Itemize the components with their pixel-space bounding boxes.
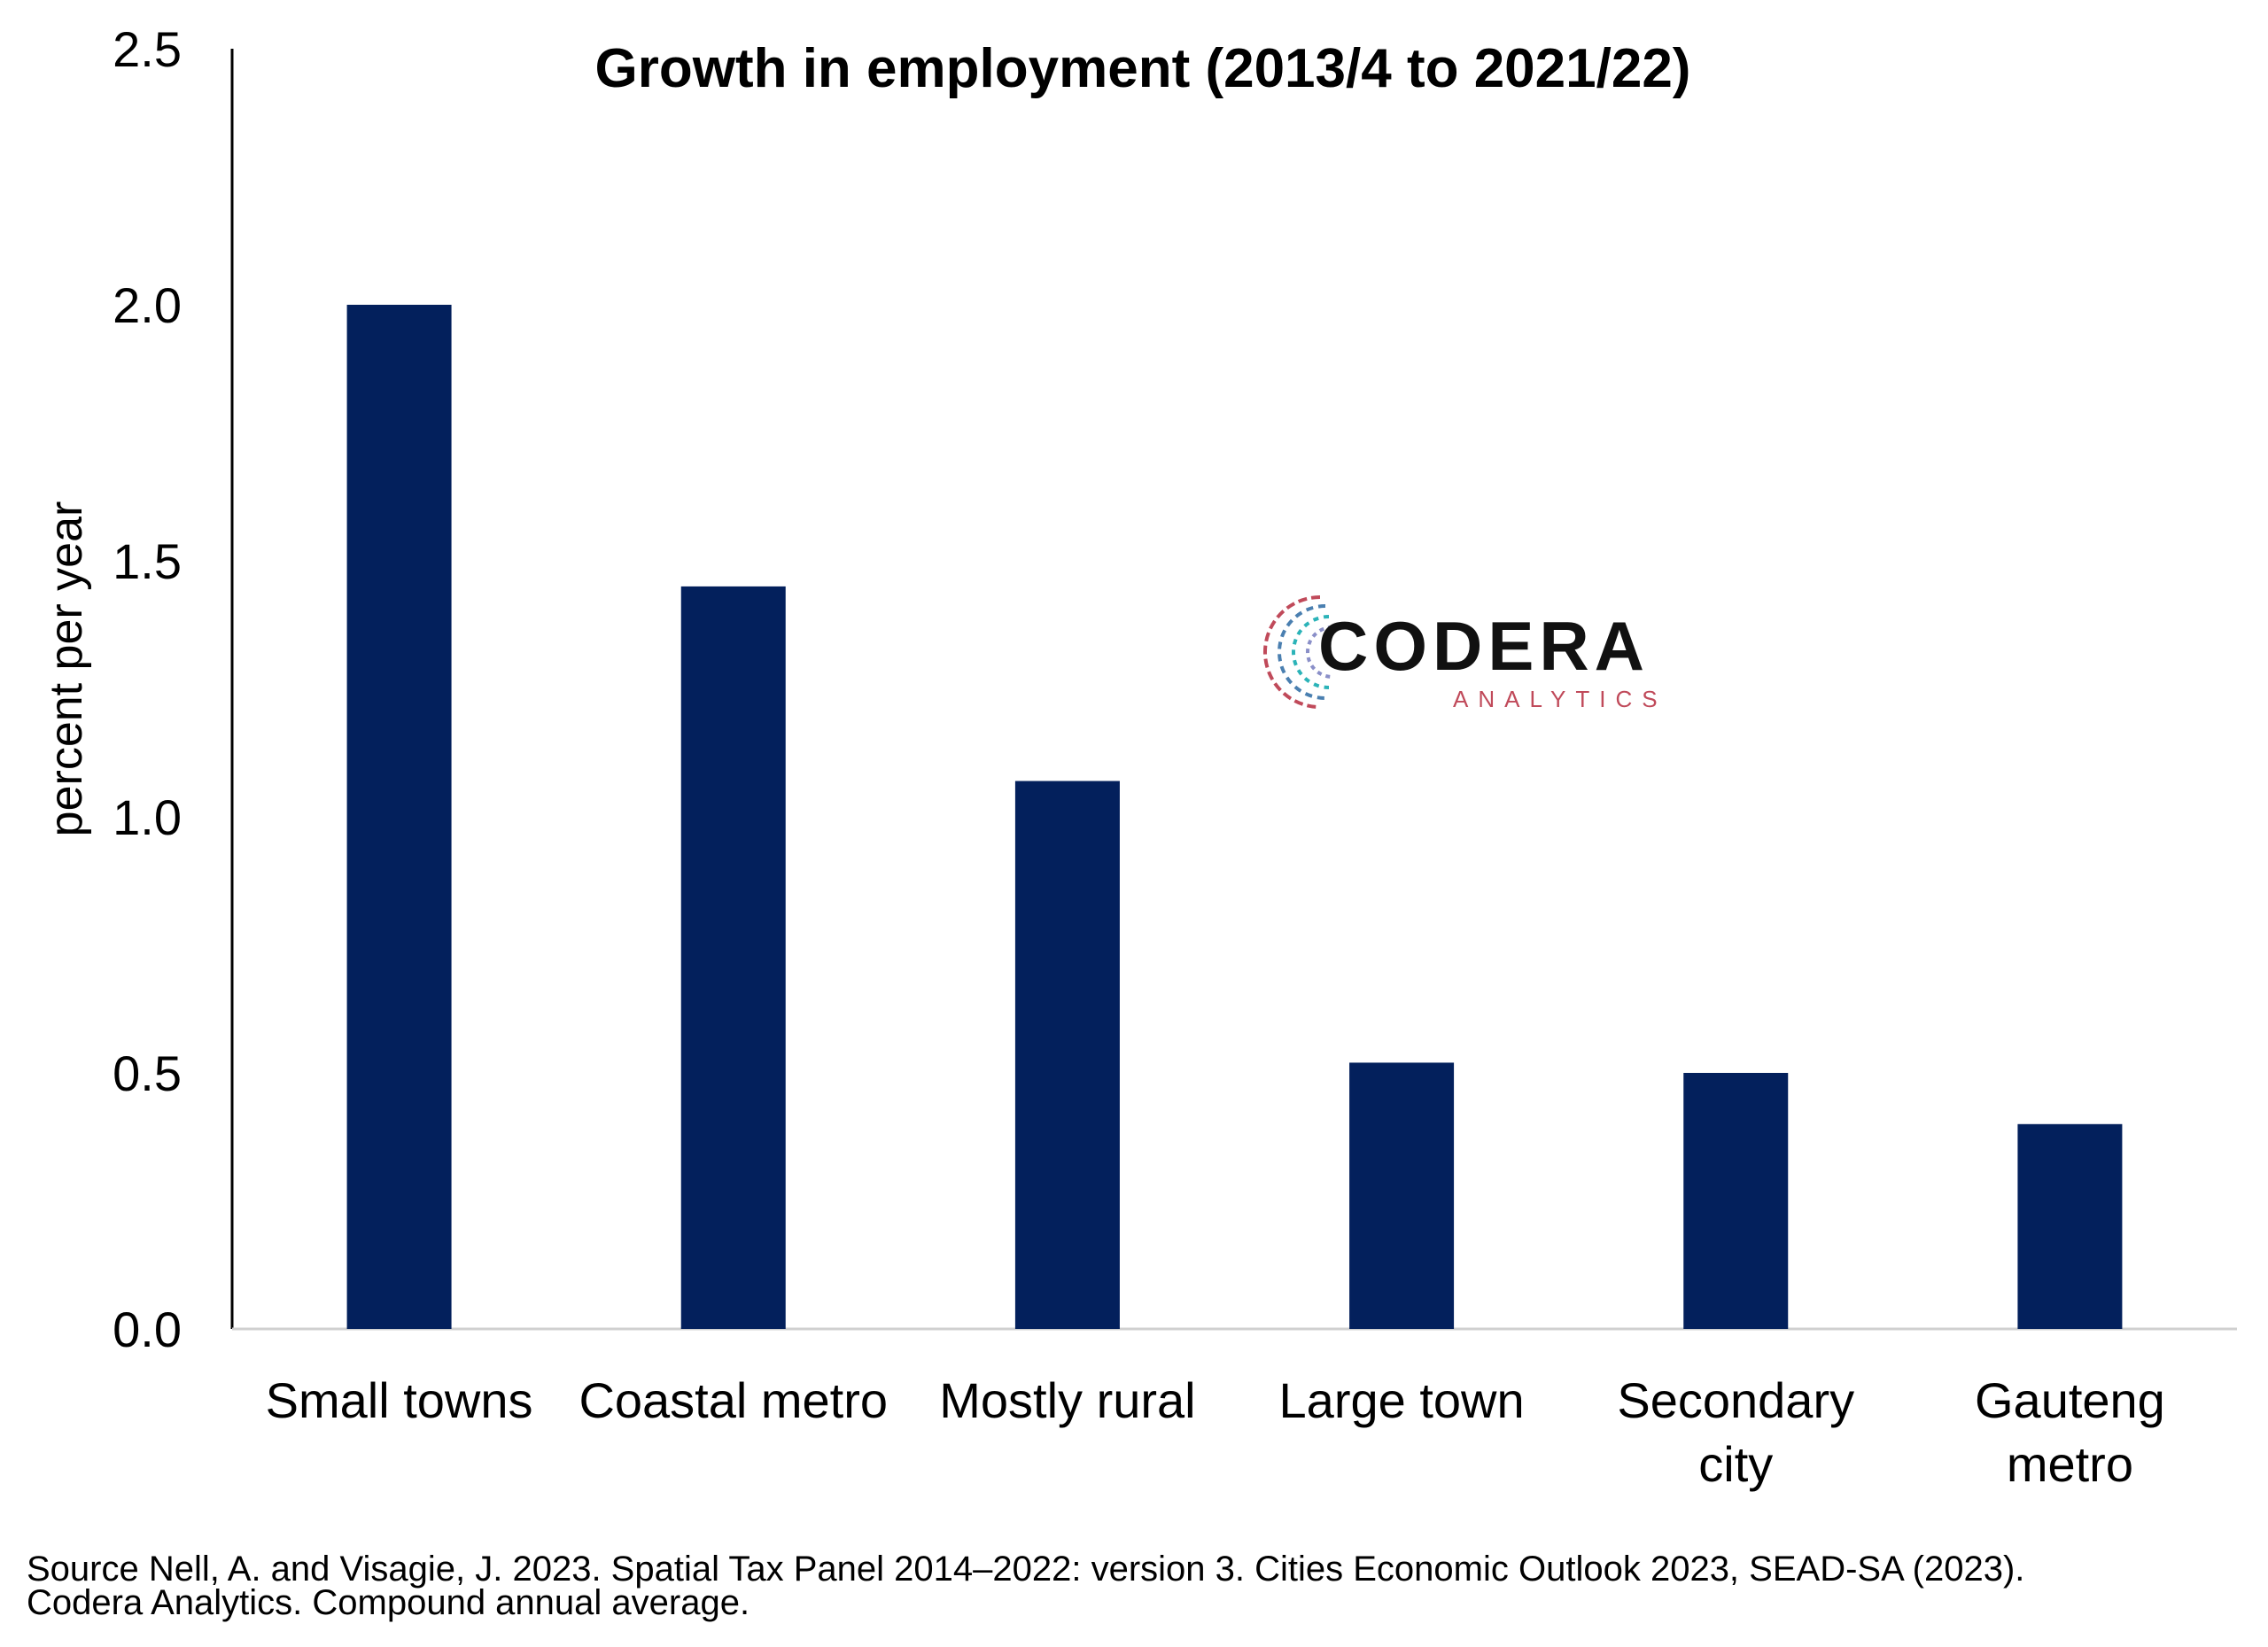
bar xyxy=(1683,1073,1789,1329)
codera-logo-subtitle: ANALYTICS xyxy=(1453,686,1667,712)
chart-title: Growth in employment (2013/4 to 2021/22) xyxy=(595,38,1691,99)
category-labels: Small towns Coastal metro Mostly rural Larg… xyxy=(266,1372,2165,1492)
y-axis-label: percent per year xyxy=(41,501,92,837)
bar xyxy=(680,586,786,1329)
bars xyxy=(346,305,2123,1329)
bar xyxy=(1349,1062,1455,1329)
bar xyxy=(346,305,452,1329)
category-label: Secondary xyxy=(1617,1372,1854,1428)
y-tick-label: 2.5 xyxy=(113,21,182,77)
codera-logo-icon xyxy=(1263,595,1333,709)
category-label: metro xyxy=(2007,1436,2133,1492)
y-tick-label: 0.0 xyxy=(113,1301,182,1357)
bar xyxy=(2017,1123,2123,1329)
y-tick-label: 0.5 xyxy=(113,1045,182,1101)
category-label: Small towns xyxy=(266,1372,533,1428)
source-line-1: Source Nell, A. and Visagie, J. 2023. Sp… xyxy=(27,1550,2025,1589)
category-label: Coastal metro xyxy=(579,1372,888,1428)
y-tick-label: 2.0 xyxy=(113,277,182,333)
category-label: Gauteng xyxy=(1975,1372,2165,1428)
codera-logo-wordmark: CODERA xyxy=(1318,607,1651,685)
y-tick-label: 1.0 xyxy=(113,789,182,845)
y-tick-labels: 0.0 0.5 1.0 1.5 2.0 2.5 xyxy=(113,21,182,1357)
category-label: Large town xyxy=(1279,1372,1525,1428)
category-label: Mostly rural xyxy=(939,1372,1195,1428)
category-label: city xyxy=(1698,1436,1773,1492)
y-tick-label: 1.5 xyxy=(113,533,182,589)
source-line-2: Codera Analytics. Compound annual averag… xyxy=(27,1583,750,1622)
bar xyxy=(1014,781,1120,1329)
codera-logo: CODERA ANALYTICS xyxy=(1240,587,1701,718)
source-note: Source Nell, A. and Visagie, J. 2023. Sp… xyxy=(27,1550,2250,1622)
